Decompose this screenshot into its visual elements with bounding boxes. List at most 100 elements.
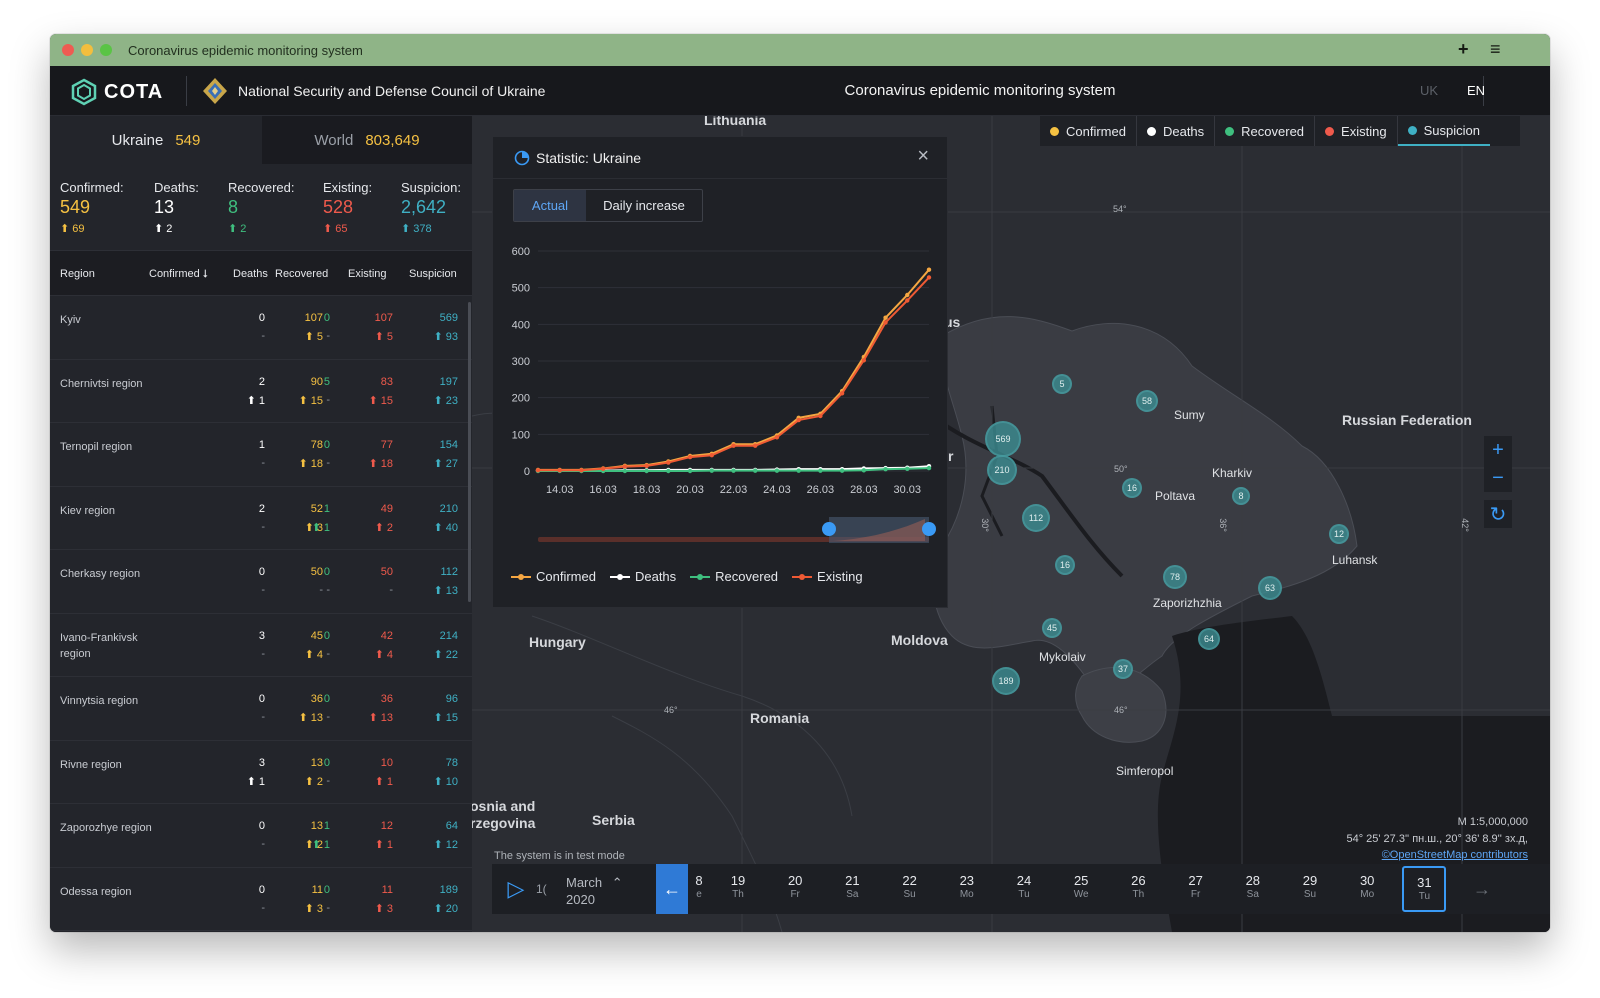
map-cluster[interactable]: 63 [1258, 576, 1282, 600]
legend-suspicion[interactable]: Suspicion [1397, 116, 1490, 146]
timeline-day[interactable]: 30 Mo [1345, 874, 1389, 902]
map-cluster[interactable]: 5 [1052, 374, 1072, 394]
timeline-day[interactable]: 21 Sa [830, 874, 874, 902]
table-row[interactable]: Ternopil region 78 ⬆ 18 1-0-77 ⬆ 18 154 ⬆ 27 [50, 423, 472, 487]
map-cluster[interactable]: 58 [1136, 390, 1158, 412]
chart-legend-recovered[interactable]: Recovered [690, 569, 778, 584]
arrow-up-icon: ⬆ [433, 902, 446, 915]
map-cluster[interactable]: 16 [1122, 478, 1142, 498]
cell-r: 0- [324, 566, 330, 596]
summary-value: 13 [154, 197, 175, 217]
map-cluster[interactable]: 569 [985, 421, 1021, 457]
map-cluster[interactable]: 37 [1113, 659, 1133, 679]
cell-value: 107 [304, 312, 323, 324]
legend-deaths[interactable]: Deaths [1137, 116, 1216, 146]
cell-increase-value: - [261, 584, 265, 596]
row-region: Kyiv [60, 314, 81, 326]
timeline-day[interactable]: 26 Th [1116, 874, 1160, 902]
pie-chart-icon [514, 150, 530, 166]
table-row[interactable]: Rivne region 13 ⬆ 2 3 ⬆ 1 0-10 ⬆ 1 78 ⬆ 10 [50, 741, 472, 804]
timeline-day[interactable]: 25 We [1059, 874, 1103, 902]
timeline-day[interactable]: 19 Th [716, 874, 760, 902]
lang-uk-button[interactable]: UK [1420, 83, 1439, 98]
month-selector[interactable]: March ⌃ 2020 [566, 874, 623, 908]
table-row[interactable]: Ivano-Frankivsk region 45 ⬆ 4 3-0-42 ⬆ 4 214 ⬆… [50, 614, 472, 677]
table-row[interactable]: Cherkasy region 50-0-0-50-112 ⬆ 13 [50, 550, 472, 614]
minimize-window-button[interactable] [81, 44, 93, 56]
timeline-day[interactable]: 23 Mo [945, 874, 989, 902]
cell-c: 36 ⬆ 13 [298, 693, 323, 724]
new-tab-icon[interactable]: + [1458, 39, 1469, 59]
table-row[interactable]: Odessa region 11 ⬆ 3 0-0-11 ⬆ 3 189 ⬆ 20 [50, 868, 472, 931]
map-cluster[interactable]: 189 [992, 667, 1020, 695]
point-existing [644, 463, 649, 469]
close-icon[interactable]: × [917, 145, 929, 167]
col-region[interactable]: Region [60, 268, 95, 280]
cell-increase-value: 13 [380, 712, 393, 724]
chart-legend-confirmed[interactable]: Confirmed [511, 569, 596, 584]
col-existing[interactable]: Existing [348, 268, 387, 280]
cell-value: 0 [323, 756, 330, 769]
map-cluster[interactable]: 8 [1232, 487, 1250, 505]
map-cluster[interactable]: 12 [1329, 524, 1349, 544]
menu-icon[interactable]: ≡ [1490, 39, 1501, 59]
cell-e: 11 ⬆ 3 [375, 884, 393, 915]
table-row[interactable]: Zaporozhye region 13 ⬆ 2 0-1 ⬆ 1 12 ⬆ 1 64 ⬆ 12 [50, 804, 472, 868]
tab-actual[interactable]: Actual [514, 190, 586, 221]
tab-daily-increase[interactable]: Daily increase [603, 198, 685, 213]
map-cluster[interactable]: 210 [987, 455, 1017, 485]
map-cluster[interactable]: 64 [1198, 628, 1220, 650]
table-row[interactable]: Kiev region 52 ⬆ 3 2-1 ⬆ 1 49 ⬆ 2 210 ⬆ 40 [50, 487, 472, 550]
arrow-up-icon: ⬆ [304, 648, 317, 661]
timeline-day[interactable]: 20 Fr [773, 874, 817, 902]
table-row[interactable]: Chernivtsi region 90 ⬆ 15 2 ⬆ 1 5-83 ⬆ 15 197 ⬆ … [50, 360, 472, 423]
legend-confirmed[interactable]: Confirmed [1040, 116, 1137, 146]
close-window-button[interactable] [62, 44, 74, 56]
reset-view-icon[interactable]: ↻ [1484, 500, 1512, 528]
col-suspicion[interactable]: Suspicion [409, 268, 457, 280]
point-existing [883, 320, 888, 325]
summary-increase-value: 2 [166, 223, 173, 235]
osm-attribution-link[interactable]: ©OpenStreetMap contributors [1381, 849, 1528, 861]
map-cluster[interactable]: 112 [1022, 504, 1050, 532]
play-button[interactable]: ▷ [507, 876, 525, 901]
timeline-day[interactable]: 28 Sa [1231, 874, 1275, 902]
timeline-day[interactable]: 31 Tu [1402, 866, 1447, 912]
maximize-window-button[interactable] [100, 44, 112, 56]
map-cluster[interactable]: 16 [1055, 555, 1075, 575]
day-name: Sa [1246, 889, 1259, 900]
summary-label: Recovered: [228, 180, 295, 195]
map-cluster[interactable]: 78 [1163, 565, 1187, 589]
zoom-in-button[interactable]: + [1484, 436, 1512, 464]
legend-existing[interactable]: Existing [1315, 116, 1398, 146]
x-tick-label: 24.03 [763, 484, 791, 496]
col-recovered[interactable]: Recovered [275, 268, 329, 280]
timeline-day[interactable]: 27 Fr [1174, 874, 1218, 902]
timeline-day[interactable]: 29 Su [1288, 874, 1332, 902]
table-row[interactable]: Kyiv 107 ⬆ 5 0-0-107 ⬆ 5 569 ⬆ 93 [50, 296, 472, 360]
col-deaths[interactable]: Deaths [233, 268, 268, 280]
org-link[interactable]: National Security and Defense Council of… [202, 77, 545, 105]
chart-legend-existing[interactable]: Existing [792, 569, 863, 584]
timeline-day[interactable]: 22 Su [888, 874, 932, 902]
legend-recovered[interactable]: Recovered [1215, 116, 1316, 146]
arrow-up-icon: ⬆ [298, 712, 311, 724]
timeline-next-button[interactable]: → [1473, 878, 1491, 899]
zoom-out-button[interactable]: − [1484, 464, 1512, 492]
cell-increase-value: - [326, 774, 330, 787]
chart-legend-deaths[interactable]: Deaths [609, 569, 676, 584]
col-confirmed[interactable]: Confirmed ⭣ [149, 268, 208, 281]
range-handle-right [922, 522, 936, 536]
map-label-russia: Russian Federation [1342, 412, 1472, 428]
timeline-prev-button[interactable]: ← [656, 864, 688, 914]
map-cluster[interactable]: 45 [1042, 618, 1062, 638]
cell-increase: - [324, 902, 330, 914]
tab-world[interactable]: World 803,649 [262, 116, 472, 164]
tab-ukraine[interactable]: Ukraine 549 [50, 116, 262, 164]
logo[interactable]: COTA [70, 78, 163, 106]
timeline-day[interactable]: 24 Tu [1002, 874, 1046, 902]
table-row[interactable]: Vinnytsia region 36 ⬆ 13 0-0-36 ⬆ 13 96 ⬆ 15 [50, 677, 472, 741]
table-scrollbar[interactable] [468, 302, 471, 602]
lang-en-button[interactable]: EN [1467, 83, 1486, 98]
